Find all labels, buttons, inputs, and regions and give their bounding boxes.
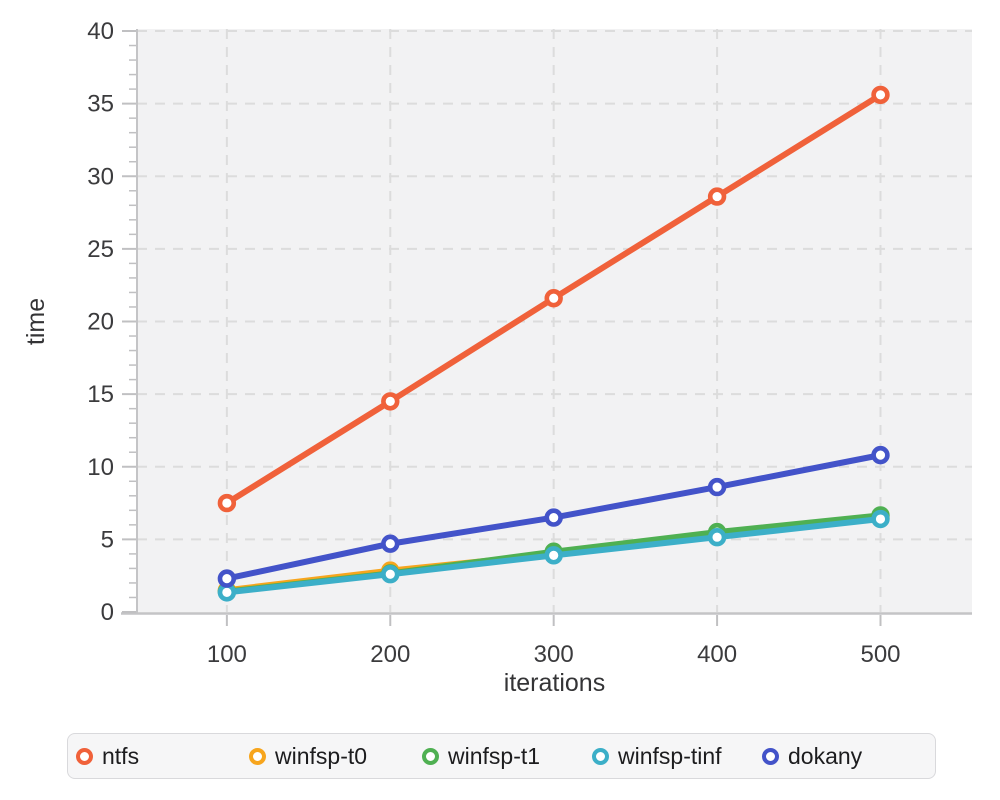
x-tick-label: 300 (534, 641, 574, 668)
y-tick-label: 40 (87, 18, 114, 45)
legend-item-winfsp-t0[interactable]: winfsp-t0 (249, 734, 367, 778)
y-tick-label: 15 (87, 381, 114, 408)
legend-marker-icon (422, 747, 439, 765)
line-chart: 0 5 10 15 20 25 30 35 40 100 200 300 400 500 time itera… (22, 18, 972, 697)
series-ntfs (217, 85, 890, 513)
x-tick-label: 200 (370, 641, 410, 668)
y-tick-label: 0 (101, 599, 114, 626)
y-tick-label: 20 (87, 309, 114, 336)
legend-label: winfsp-t1 (448, 742, 541, 769)
legend-label: winfsp-t0 (275, 742, 368, 769)
data-point-ntfs (544, 289, 563, 308)
data-point-dokany (707, 477, 727, 497)
data-point-ntfs (217, 493, 237, 513)
data-point-ntfs (707, 187, 727, 206)
x-axis-title: iterations (504, 669, 605, 697)
data-point-dokany (381, 534, 400, 553)
y-axis-ticks: 0 5 10 15 20 25 30 35 40 (87, 18, 136, 626)
data-point-winfsp-tinf (871, 509, 890, 529)
legend-label: winfsp-tinf (618, 742, 722, 769)
axes (121, 29, 972, 615)
data-point-ntfs (381, 392, 400, 411)
chart-legend: ntfs winfsp-t0 winfsp-t1 winfsp-tinf dokany (67, 733, 936, 779)
data-point-ntfs (871, 85, 890, 105)
legend-label: dokany (788, 742, 863, 769)
legend-item-ntfs[interactable]: ntfs (76, 734, 139, 778)
x-axis-ticks: 100 200 300 400 500 (207, 615, 901, 668)
data-point-dokany (871, 445, 890, 465)
legend-item-dokany[interactable]: dokany (762, 734, 862, 778)
y-tick-label: 25 (87, 236, 114, 263)
legend-item-winfsp-tinf[interactable]: winfsp-tinf (592, 734, 722, 778)
legend-marker-icon (249, 747, 266, 765)
data-point-dokany (544, 508, 563, 527)
legend-marker-icon (76, 747, 93, 765)
y-tick-label: 10 (87, 454, 114, 481)
data-point-winfsp-tinf (381, 565, 400, 584)
series-dokany (217, 445, 890, 588)
x-tick-label: 400 (697, 641, 737, 668)
legend-marker-icon (592, 747, 609, 765)
legend-item-winfsp-t1[interactable]: winfsp-t1 (422, 734, 540, 778)
legend-label: ntfs (102, 742, 140, 769)
y-axis-title: time (22, 298, 50, 345)
x-tick-label: 500 (860, 641, 900, 668)
legend-marker-icon (762, 747, 779, 765)
data-point-winfsp-tinf (707, 527, 727, 547)
y-tick-label: 30 (87, 163, 114, 190)
y-tick-label: 5 (101, 526, 114, 553)
data-point-dokany (217, 569, 237, 588)
data-point-winfsp-tinf (544, 546, 563, 565)
y-tick-label: 35 (87, 91, 114, 118)
gridlines (137, 29, 972, 612)
x-tick-label: 100 (207, 641, 247, 668)
